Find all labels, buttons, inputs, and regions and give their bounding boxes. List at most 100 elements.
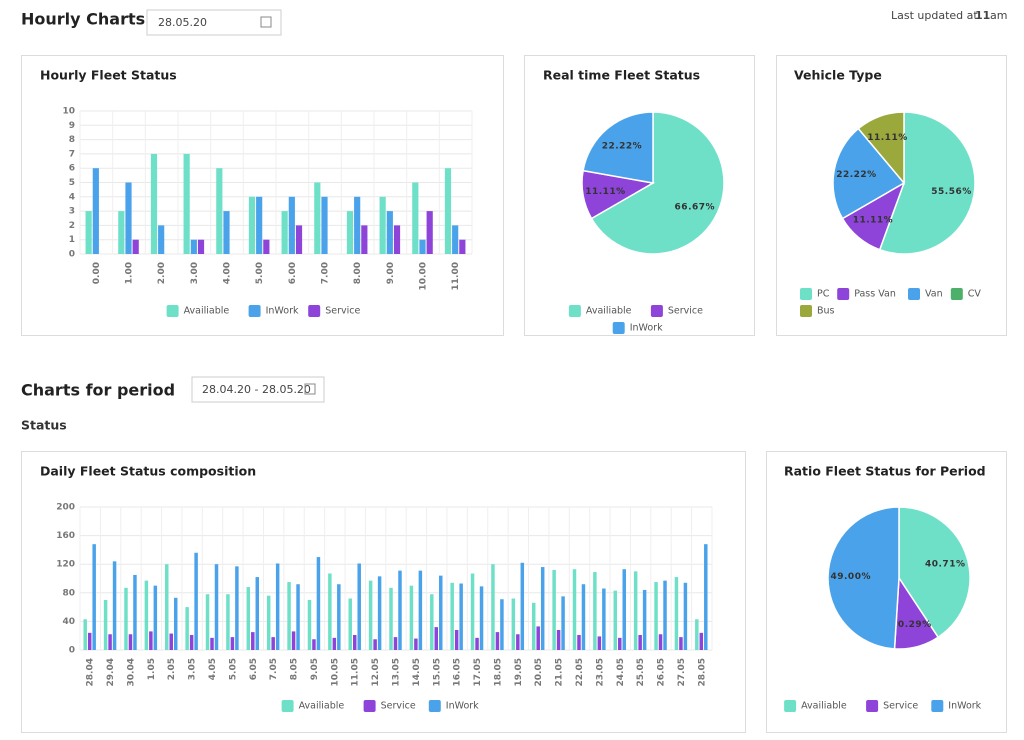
x-tick-label: 10.05 [330,658,340,686]
bar [450,582,454,650]
bar [581,584,586,650]
bar [679,637,683,650]
bar [393,225,401,254]
bar [205,594,210,650]
bar [256,196,263,254]
x-tick-label: 16.05 [453,658,463,686]
bar [210,637,214,650]
bar [169,633,173,650]
bar [346,211,354,254]
bar [593,572,597,650]
legend-label: Bus [817,306,835,317]
bar [439,575,443,650]
bar [454,629,459,650]
x-tick-label: 21.05 [555,658,565,686]
bar [479,586,484,650]
date-picker[interactable] [146,9,282,36]
legend-swatch [248,305,261,317]
y-tick-label: 1 [69,235,75,245]
legend-label: Pass Van [854,289,896,300]
x-tick-label: 25.05 [636,658,646,686]
y-tick-label: 0 [69,646,75,656]
slice-label: 55.56% [931,187,972,197]
x-tick-label: 11.00 [451,262,461,290]
bar [418,570,423,650]
x-tick-label: 12.05 [371,658,381,686]
x-tick-label: 14.05 [412,658,422,686]
x-tick-label: 2.00 [157,262,167,284]
bar [133,574,137,650]
slice-label: 11.11% [867,133,908,143]
bar [459,239,466,254]
legend-swatch [784,700,797,712]
bar [85,211,92,254]
y-tick-label: 80 [62,588,75,598]
x-tick-label: 8.05 [290,658,300,680]
bar [83,619,87,650]
bar [452,225,459,254]
x-tick-label: 9.05 [310,658,320,680]
bar [352,634,357,650]
bar [393,637,398,650]
x-tick-label: 17.05 [473,658,483,686]
x-tick-label: 4.05 [208,658,218,680]
y-tick-label: 120 [56,560,75,570]
x-tick-label: 3.00 [190,262,200,284]
legend-label: Availiable [299,701,345,712]
legend-label: Service [381,701,416,712]
bar [263,239,270,254]
bar [704,544,708,650]
bar [248,196,256,254]
bar [572,569,577,650]
bar [197,239,205,254]
bar [307,599,312,650]
legend-swatch [166,305,179,317]
x-tick-label: 22.05 [575,658,585,686]
legend-swatch [931,700,944,712]
calendar-icon[interactable] [260,16,272,28]
bar [321,196,328,254]
bar [613,590,618,650]
x-tick-label: 7.00 [321,262,331,284]
bar [699,632,704,650]
bar [348,598,352,650]
bar [108,634,112,650]
calendar-icon[interactable] [304,383,316,395]
chart-title: Real time Fleet Status [543,68,700,83]
y-tick-label: 6 [69,164,75,174]
bar [103,599,108,650]
x-tick-label: 28.04 [86,658,96,686]
legend-label: CV [968,289,982,300]
legend-label: Service [883,701,918,712]
bar [281,211,288,254]
bar [500,599,504,650]
bar [144,580,149,650]
x-tick-label: 3.05 [188,658,198,680]
pie-slice [878,111,976,255]
x-tick-label: 7.05 [269,658,279,680]
bar [633,571,638,650]
chart-title: Vehicle Type [794,68,882,83]
legend-swatch [650,305,663,317]
chart-title: Daily Fleet Status composition [40,464,256,479]
bar [271,637,275,650]
bar [87,632,92,650]
date-range-picker[interactable] [191,376,325,403]
bar [658,634,663,650]
bar [92,544,96,650]
legend-label: Availiable [801,701,847,712]
bar [414,638,418,650]
y-tick-label: 0 [69,250,75,260]
bar [663,580,667,650]
slice-label: 11.11% [853,215,894,225]
updated-suffix: am [990,9,1007,22]
bar [118,211,125,254]
y-tick-label: 40 [62,617,75,627]
legend-label: Availiable [586,306,632,317]
y-tick-label: 10 [62,107,75,117]
y-tick-label: 8 [69,135,75,145]
legend-swatch [281,700,294,712]
x-tick-label: 19.05 [514,658,524,686]
bar [536,626,540,650]
bar [314,182,321,254]
